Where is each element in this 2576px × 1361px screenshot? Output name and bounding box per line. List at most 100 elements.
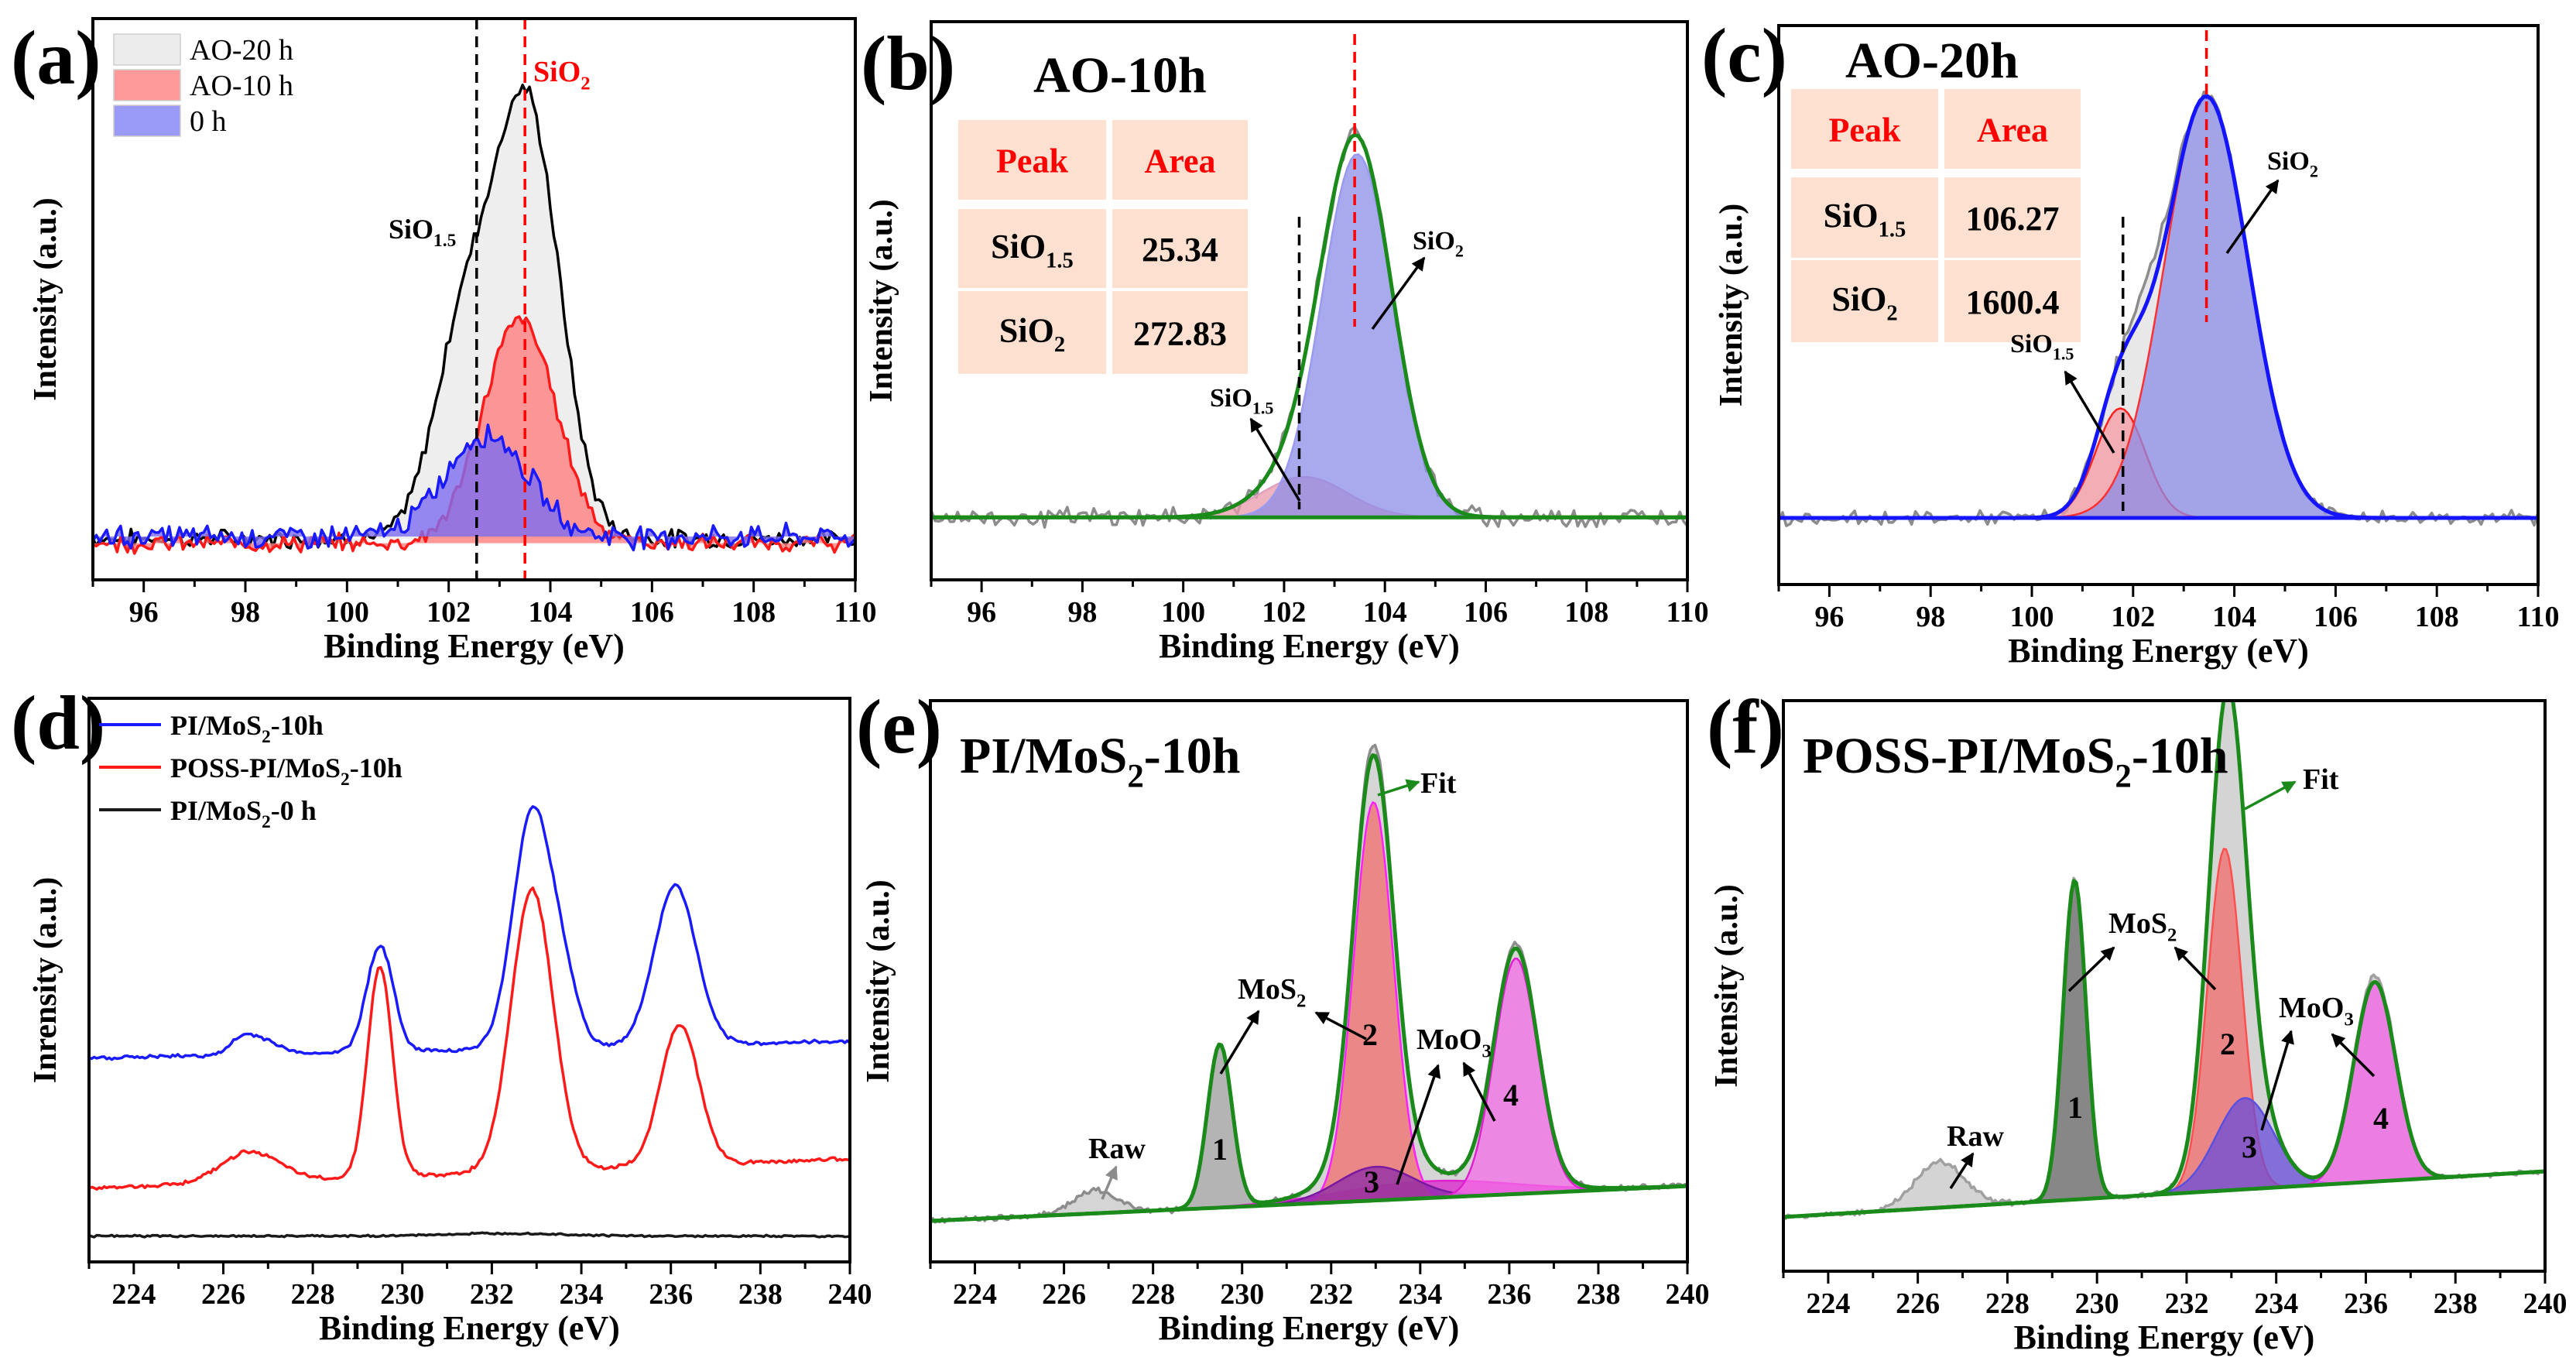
annotation-label: 4: [2373, 1101, 2389, 1136]
panel-title: AO-10h: [1033, 47, 1207, 104]
series-fit: [1779, 94, 2538, 520]
x-tick-label: 102: [1262, 596, 1306, 629]
axes-frame: [930, 20, 1689, 581]
x-tick-label: 230: [2075, 1287, 2119, 1320]
axes-frame: [1777, 24, 2540, 586]
panel-b: 96 98 100 102 104 106 108 110 Binding Energy (eV…: [861, 20, 1708, 665]
annotation-arrow: [1249, 417, 1301, 502]
subscript: 2: [262, 727, 271, 747]
annotation-arrow: [1371, 256, 1426, 331]
annotation-label: SiO2: [533, 56, 591, 94]
table-peak-name: SiO1.5: [991, 228, 1074, 273]
x-tick-label: 106: [1464, 596, 1508, 629]
annotation-label: 1: [1212, 1132, 1228, 1167]
table-cell: [1112, 291, 1248, 374]
subscript: 2: [1127, 758, 1143, 794]
series-fit: [931, 132, 1687, 519]
text-segment: -10h: [1144, 728, 1241, 784]
text-segment: 4: [1503, 1078, 1519, 1112]
subscript: 1.5: [2053, 345, 2074, 364]
annotation-label: Raw: [1947, 1120, 2004, 1153]
baseline-line: [1783, 1169, 2545, 1219]
x-tick-label: 240: [1666, 1278, 1710, 1311]
text-segment: 2: [1362, 1017, 1378, 1052]
text-segment: -10h: [271, 710, 324, 741]
annotation-label: Raw: [1088, 1133, 1146, 1165]
x-tick-label: 234: [2254, 1287, 2298, 1320]
text-segment: Fit: [2303, 763, 2339, 796]
panel-a: 96 98 100 102 104 106 108 110 Binding Energy (eV…: [11, 15, 876, 665]
legend-label: AO-10 h: [190, 70, 293, 102]
subscript: 2: [2310, 162, 2318, 181]
subscript: 2: [1886, 301, 1897, 325]
series-fit: [1783, 701, 2545, 1219]
x-tick-label: 232: [2164, 1287, 2208, 1320]
panel-label: (a): [11, 15, 101, 101]
x-tick-label: 106: [2314, 601, 2358, 633]
annotation-arrow: [2225, 179, 2280, 255]
annotation-label: 3: [2242, 1130, 2257, 1164]
x-tick-label: 100: [1161, 596, 1205, 629]
annotation-label: MoO3: [2279, 992, 2354, 1030]
x-tick-label: 228: [291, 1278, 335, 1311]
panel-label: (d): [11, 680, 105, 766]
plot-area: [93, 84, 855, 555]
annotation-label: SiO1.5: [389, 214, 456, 251]
table-area-value: 106.27: [1966, 200, 2060, 238]
x-tick-label: 110: [2517, 601, 2560, 633]
y-axis-label: Intensity (a.u.): [861, 879, 896, 1083]
text-segment: SiO: [1824, 197, 1879, 235]
legend-label: PI/MoS2-0 h: [170, 795, 317, 832]
x-tick-label: 236: [1487, 1278, 1531, 1311]
text-segment: SiO: [991, 228, 1046, 266]
subscript: 2: [1054, 333, 1065, 357]
x-axis-label: Binding Energy (eV): [324, 627, 625, 665]
table-cell: [1944, 260, 2081, 342]
x-tick-label: 104: [1363, 596, 1407, 629]
legend-label: POSS-PI/MoS2-10h: [170, 752, 402, 790]
annotation-arrow: [2174, 946, 2217, 991]
legend-label: PI/MoS2-10h: [170, 710, 324, 747]
annotation-label: 3: [1364, 1164, 1379, 1199]
annotation-label: 1: [2067, 1090, 2083, 1125]
text-segment: Fit: [1420, 767, 1457, 800]
x-tick-label: 240: [828, 1278, 872, 1311]
series-line: [89, 886, 850, 1191]
series-0-h: [93, 423, 855, 552]
annotation-label: Fit: [2303, 763, 2339, 796]
annotation-arrow: [2064, 370, 2115, 454]
x-tick-label: 226: [1042, 1278, 1086, 1311]
x-tick-label: 108: [731, 596, 776, 629]
annotation-arrow: [1462, 1061, 1496, 1122]
x-tick-label: 110: [834, 596, 877, 629]
legend-swatch: [113, 105, 181, 137]
table-cell: [1112, 209, 1248, 288]
series-line: [89, 1231, 850, 1239]
x-axis-label: Binding Energy (eV): [2008, 632, 2309, 670]
text-segment: AO-20h: [1845, 33, 2019, 89]
text-segment: SiO: [1831, 280, 1886, 318]
subscript: 1.5: [1046, 249, 1074, 273]
legend-label: 0 h: [190, 105, 227, 138]
annotation-arrow: [2331, 1033, 2376, 1078]
plot-area: [1779, 90, 2538, 527]
annotation-arrow: [1949, 1152, 1975, 1189]
text-segment: POSS-PI/MoS: [1803, 728, 2115, 784]
text-segment: -0 h: [271, 795, 317, 826]
series-fill: [93, 84, 855, 549]
annotation-arrow: [2067, 946, 2115, 992]
subscript: 1.5: [1252, 399, 1274, 418]
subscript: 2: [2167, 925, 2177, 946]
panel-label: (c): [1701, 12, 1787, 98]
annotation-label: SiO1.5: [2010, 330, 2074, 364]
x-tick-label: 226: [201, 1278, 245, 1311]
text-segment: PI/MoS: [170, 710, 262, 741]
text-segment: MoS: [2108, 907, 2167, 940]
text-segment: Raw: [1947, 1120, 2004, 1153]
table-header: Area: [1144, 142, 1215, 180]
text-segment: 1: [1212, 1132, 1228, 1167]
panel-d: 224 226 228 230 232 234 236 238 240 Binding Energ…: [11, 680, 872, 1347]
